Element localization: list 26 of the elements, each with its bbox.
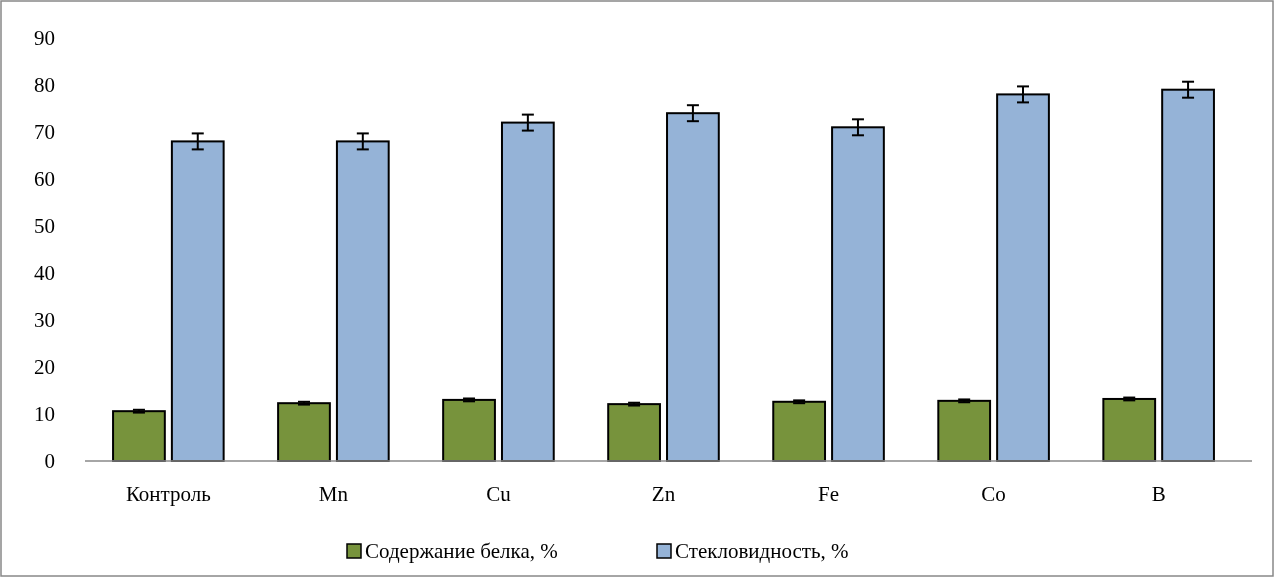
legend-label: Содержание белка, % [365, 539, 558, 564]
x-tick-label: Fe [818, 482, 840, 506]
x-tick-label: Mn [318, 482, 349, 506]
bar [277, 402, 331, 462]
y-tick-label: 40 [34, 261, 55, 286]
y-tick-label: 60 [34, 167, 55, 192]
bar [112, 410, 166, 462]
x-tick-label: Zn [651, 482, 676, 506]
bar [607, 403, 661, 462]
y-tick-label: 0 [44, 449, 55, 474]
bar [442, 398, 496, 462]
legend-label: Стекловидность, % [675, 539, 849, 564]
y-tick-label: 50 [34, 214, 55, 239]
bar [937, 399, 992, 462]
y-tick-label: 90 [34, 26, 55, 51]
y-tick-label: 80 [34, 73, 55, 98]
bar [1102, 397, 1157, 462]
y-tick-label: 10 [34, 402, 55, 427]
y-tick-label: 70 [34, 120, 55, 145]
x-tick-label: Co [981, 482, 1006, 506]
x-tick-label: B [1151, 482, 1166, 506]
y-tick-label: 20 [34, 355, 55, 380]
x-tick-label: Контроль [125, 482, 211, 506]
y-tick-label: 30 [34, 308, 55, 333]
x-tick-label: Cu [486, 482, 512, 506]
bar [772, 400, 827, 462]
